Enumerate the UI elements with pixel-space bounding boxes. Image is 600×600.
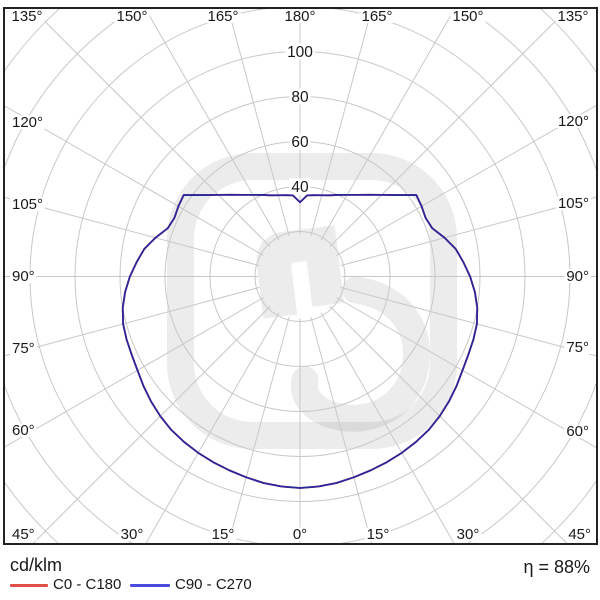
angle-labels: 135° 150° 165° 180° 165° 150° 135° 120° 105° 90° 7… [9,8,593,543]
legend-label-c90-c270: C90 - C270 [175,576,252,593]
grid-spoke [336,297,596,448]
angle-label: 135° [11,8,42,25]
angle-label-bg [9,9,45,23]
angle-label-bg [556,196,591,210]
watermark-glyph [256,225,345,319]
angle-label-bg [564,340,591,354]
grid-spoke [336,105,596,256]
grid-spoke [145,312,280,543]
angle-label-bg [454,527,482,541]
angle-label: 45° [12,526,35,543]
grid-spoke [310,316,372,543]
ring-label-bg [285,43,315,60]
angle-label-bg [10,197,45,211]
legend: C0 - C180 C90 - C270 [10,575,570,595]
ring-label: 60 [291,134,309,151]
angle-label-bg [10,423,37,437]
angle-label: 105° [12,196,43,213]
angle-label: 15° [212,526,235,543]
angle-label-bg [290,527,310,541]
grid-spoke [320,312,455,543]
angle-label-bg [114,9,150,23]
angle-label: 165° [361,8,392,25]
angle-label-bg [205,9,241,23]
ring-label: 80 [291,89,309,106]
angle-label: 120° [12,114,43,131]
angle-label-bg [209,527,237,541]
grid-spoke [320,9,456,241]
ring-labels: 40 60 80 100 [285,43,315,196]
ring-label-bg [289,178,311,195]
grid-spoke [310,9,373,237]
angle-label-bg [10,115,45,129]
grid-spoke [5,105,264,256]
angle-label: 60° [566,423,589,440]
plot-border [3,7,598,545]
angle-label-bg [564,424,591,438]
grid-spoke [227,9,290,237]
angle-label-bg [10,527,37,541]
angle-label: 150° [452,8,483,25]
angle-label: 135° [557,8,588,25]
angle-label: 75° [12,340,35,357]
angle-label-bg [450,9,486,23]
watermark-ring [167,153,457,449]
grid-spoke [228,316,290,543]
angle-label-bg [118,527,146,541]
angle-label: 105° [558,195,589,212]
angle-label: 30° [121,526,144,543]
angle-label: 90° [12,268,35,285]
angle-label: 90° [566,268,589,285]
angle-label-bg [282,9,318,23]
efficiency-label: η = 88% [523,557,590,577]
ring-label: 40 [291,179,309,196]
angle-label: 165° [207,8,238,25]
grid-spoke [340,286,596,357]
angle-label: 120° [558,113,589,130]
angle-label-bg [10,341,37,355]
angle-label-bg [556,114,591,128]
grid-spoke [329,305,568,543]
ring-label-bg [289,88,311,105]
grid-spoke [5,297,264,448]
angle-label: 180° [284,8,315,25]
angle-label-bg [564,269,591,283]
grid-spoke [5,286,260,357]
angle-label-bg [10,269,37,283]
legend-line-c90-c270-swatch [130,584,170,587]
angle-label: 0° [293,526,307,543]
units-label: cd/klm [10,555,63,575]
watermark-hook [290,276,430,432]
angle-label-bg [359,9,395,23]
grid-spoke [340,196,596,267]
angle-label-bg [364,527,392,541]
angle-label: 60° [12,422,35,439]
ring-label-bg [289,133,311,150]
angle-label-bg [566,527,593,541]
curve-c90-c270 [121,193,479,489]
legend-label-c0-c180: C0 - C180 [53,576,122,593]
angle-label: 15° [367,526,390,543]
angle-label: 150° [116,8,147,25]
angle-label: 30° [457,526,480,543]
brand-logo-watermark [167,153,457,449]
angle-label-bg [555,9,591,23]
angle-label: 45° [568,526,591,543]
grid-spoke [32,305,271,543]
angle-label: 75° [566,339,589,356]
grid-spoke [5,196,260,267]
ring-label: 100 [287,44,313,61]
legend-line-c0-c180-swatch [10,584,48,587]
grid-spoke [144,9,280,241]
